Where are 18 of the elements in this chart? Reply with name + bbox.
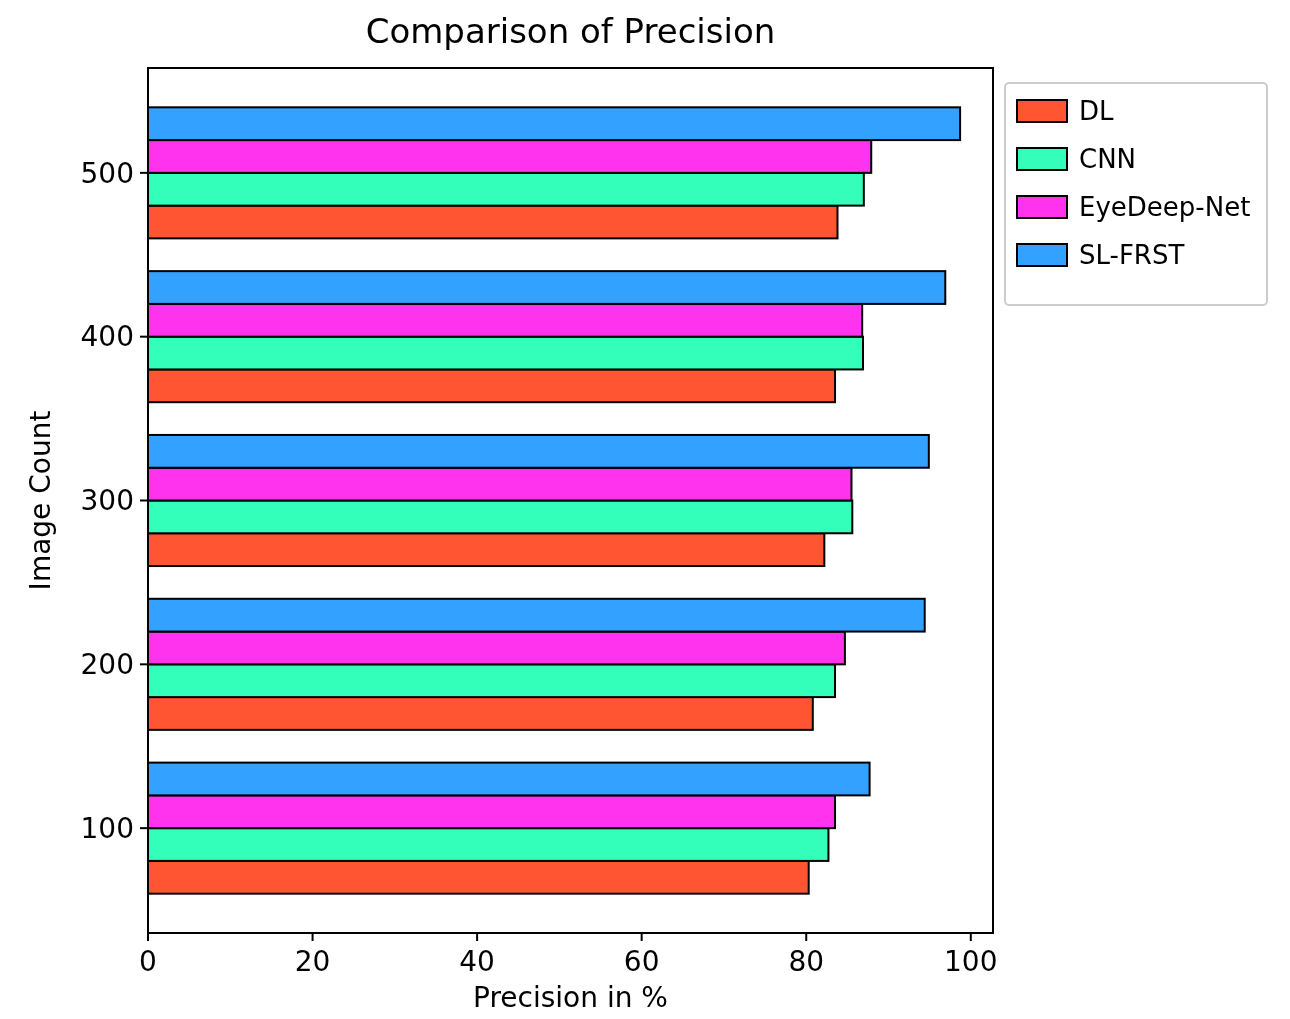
x-tick-label: 0	[139, 945, 157, 978]
y-tick-label: 100	[80, 811, 134, 845]
legend-label: DL	[1079, 96, 1115, 127]
legend-label: SL-FRST	[1079, 240, 1185, 271]
x-tick-label: 80	[788, 945, 825, 978]
y-axis-title: Image Count	[24, 410, 57, 591]
x-tick-label: 60	[623, 945, 660, 978]
chart-title: Comparison of Precision	[365, 11, 776, 51]
x-tick-label: 100	[944, 945, 998, 978]
legend-label: CNN	[1079, 144, 1137, 175]
x-tick-label: 40	[459, 945, 495, 978]
x-axis-title: Precision in %	[473, 981, 668, 1014]
legend-label: EyeDeep-Net	[1079, 192, 1251, 223]
y-tick-label: 300	[80, 484, 134, 518]
y-tick-label: 400	[80, 320, 134, 354]
x-tick-label: 20	[294, 945, 331, 978]
y-tick-label: 500	[80, 156, 134, 190]
y-tick-label: 200	[80, 648, 134, 682]
